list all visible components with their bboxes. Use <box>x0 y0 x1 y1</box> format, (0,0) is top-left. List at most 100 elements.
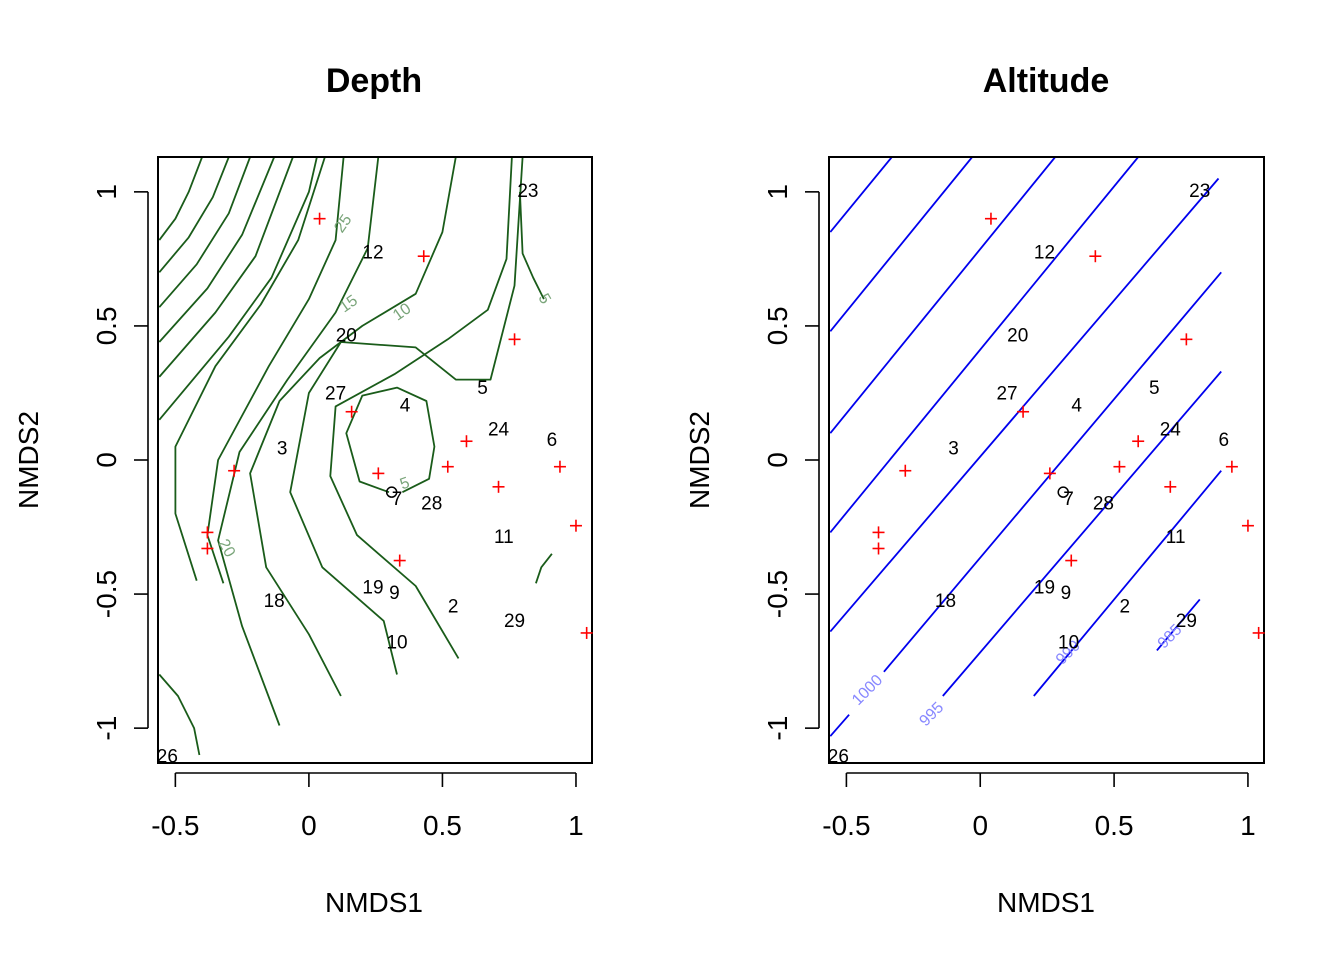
x-tick-label: 0 <box>301 810 317 841</box>
contour-line <box>158 157 294 378</box>
species-marker <box>201 526 214 539</box>
site-label: 10 <box>1058 633 1079 654</box>
contour-label: 1000 <box>849 672 886 709</box>
site-label: 3 <box>948 438 959 459</box>
site-label: 24 <box>488 420 510 441</box>
species-marker <box>508 333 521 346</box>
contour-line <box>883 271 1222 673</box>
species-marker <box>553 460 566 473</box>
plot-frame <box>157 156 593 764</box>
site-label-group: 23 12 20 5 27 4 24 6 3 7 28 11 19 9 18 2 29 10 26 <box>828 181 1230 768</box>
site-label: 10 <box>386 633 407 654</box>
contour-line <box>158 157 251 308</box>
site-label: 19 <box>1034 578 1055 599</box>
y-tick-label: 0.5 <box>762 306 793 345</box>
contour-label: 15 <box>337 292 361 316</box>
contour-line <box>249 157 457 697</box>
site-label: 18 <box>264 591 285 612</box>
species-marker <box>313 212 326 225</box>
species-marker <box>1132 435 1145 448</box>
contour-label: 5 <box>535 291 554 307</box>
site-label: 9 <box>1061 583 1072 604</box>
site-label: 20 <box>336 326 357 347</box>
species-marker <box>899 464 912 477</box>
chart-title: Depth <box>326 62 422 100</box>
site-label-group: 23 12 20 5 27 4 24 6 3 7 28 11 19 9 18 2 29 10 26 <box>157 181 558 768</box>
site-label: 6 <box>547 430 558 451</box>
site-label: 6 <box>1219 430 1230 451</box>
x-tick-label: 0.5 <box>1095 810 1134 841</box>
contour-line <box>289 157 524 675</box>
x-tick-label: 1 <box>1240 810 1256 841</box>
site-label: 12 <box>362 243 383 264</box>
site-label: 29 <box>1176 611 1197 632</box>
contour-label: 995 <box>916 699 947 730</box>
contour-line <box>942 370 1222 697</box>
y-tick-label: 1 <box>762 184 793 200</box>
x-tick-label: 0 <box>972 810 988 841</box>
species-marker <box>1017 405 1030 418</box>
site-label: 29 <box>504 611 525 632</box>
x-tick-label: -0.5 <box>822 810 870 841</box>
site-label: 18 <box>935 591 956 612</box>
species-marker <box>1225 460 1238 473</box>
x-axis-label: NMDS1 <box>997 887 1095 918</box>
site-label: 5 <box>1149 378 1160 399</box>
chart-title: Altitude <box>983 62 1110 100</box>
contour-line <box>174 157 326 581</box>
species-marker <box>441 460 454 473</box>
site-label: 26 <box>157 747 178 768</box>
x-tick-label: 1 <box>568 810 584 841</box>
site-circle-marker <box>1057 486 1069 498</box>
site-label: 4 <box>1071 395 1082 416</box>
contour-group <box>158 157 553 756</box>
species-marker <box>872 542 885 555</box>
site-label: 27 <box>325 383 346 404</box>
contour-label: 25 <box>331 212 355 236</box>
contour-line <box>158 157 203 241</box>
contour-line <box>345 386 436 494</box>
contour-line <box>829 157 893 233</box>
site-label: 19 <box>362 578 383 599</box>
y-tick-label: -0.5 <box>762 570 793 618</box>
site-label: 28 <box>421 493 442 514</box>
species-marker <box>1043 467 1056 480</box>
site-label: 24 <box>1160 420 1182 441</box>
site-label: 20 <box>1007 326 1028 347</box>
species-marker <box>492 480 505 493</box>
species-marker <box>372 467 385 480</box>
site-label: 3 <box>277 438 288 459</box>
site-label: 23 <box>517 181 538 202</box>
site-label: 23 <box>1189 181 1210 202</box>
contour-line <box>158 157 276 343</box>
site-label: 27 <box>996 383 1017 404</box>
contour-line <box>519 191 545 300</box>
site-label: 12 <box>1034 243 1055 264</box>
site-circle-marker <box>385 486 398 498</box>
y-tick-label: -0.5 <box>91 570 122 618</box>
contour-line <box>158 673 201 756</box>
species-marker <box>1241 519 1254 532</box>
contour-line <box>829 157 973 332</box>
y-axis-label: NMDS2 <box>684 411 715 509</box>
contour-line <box>829 157 1056 434</box>
contour-line <box>329 157 513 659</box>
species-marker <box>393 554 406 567</box>
y-tick-label: 0 <box>762 452 793 468</box>
species-marker <box>417 250 430 263</box>
site-label: 4 <box>400 395 411 416</box>
site-label: 26 <box>828 747 849 768</box>
species-marker <box>228 464 241 477</box>
contour-line <box>829 157 1139 533</box>
site-label: 7 <box>392 489 403 510</box>
contour-label: 10 <box>390 300 414 324</box>
contour-label: 20 <box>215 536 239 560</box>
depth-panel: Depth 25 15 10 5 5 20 -0.5 0 0.5 1 NMDS1 -1 -0.5 0 0.5 1… <box>13 62 593 918</box>
site-label: 9 <box>389 583 400 604</box>
species-marker <box>1252 626 1265 639</box>
contour-group <box>829 157 1222 737</box>
site-label: 11 <box>1166 527 1186 548</box>
site-label: 11 <box>494 527 514 548</box>
contour-line <box>535 553 553 584</box>
